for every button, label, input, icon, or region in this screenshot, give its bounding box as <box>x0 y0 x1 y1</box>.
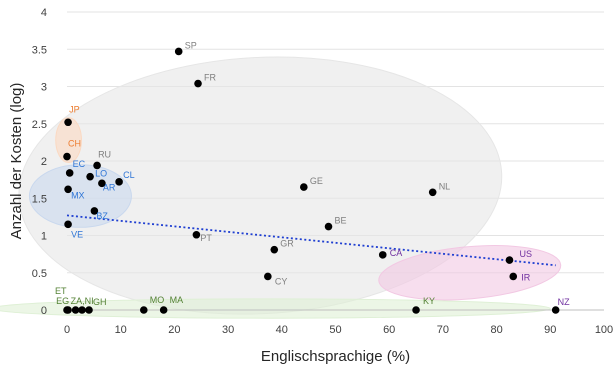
y-axis-title: Anzahl der Kosten (log) <box>8 83 25 240</box>
data-point-NL <box>428 188 437 197</box>
x-tick-label: 70 <box>437 324 449 336</box>
data-point-MO <box>139 306 148 314</box>
y-tick-label: 0.5 <box>32 268 47 280</box>
data-point-GR <box>270 245 279 254</box>
data-point-MX <box>64 185 72 194</box>
x-tick-labels: 0 10 20 30 40 50 60 70 80 90 100 <box>64 324 613 336</box>
y-tick-label: 2.5 <box>32 119 47 131</box>
data-point-LO <box>86 172 94 181</box>
data-point-GH <box>85 306 93 314</box>
data-point-unlabeled <box>78 306 86 314</box>
y-tick-label: 1.5 <box>32 193 47 205</box>
point-label-be: BE <box>335 216 347 226</box>
data-point-US <box>505 256 514 264</box>
data-point-EC <box>65 169 74 177</box>
data-point-MA <box>159 306 168 314</box>
y-tick-label: 3 <box>41 82 47 94</box>
cluster-green <box>0 298 551 319</box>
y-tick-label: 4 <box>41 7 47 19</box>
y-tick-label: 2 <box>41 156 47 168</box>
point-label-ec: EC <box>73 159 86 169</box>
y-tick-label: 3.5 <box>32 44 47 56</box>
point-label-eg: EG <box>56 296 69 306</box>
point-label-nz: NZ <box>558 297 570 307</box>
data-point-RU <box>93 161 101 170</box>
data-point-VE <box>64 220 72 229</box>
point-label-nl: NL <box>439 181 451 191</box>
data-point-IR <box>509 272 518 281</box>
point-label-ve: VE <box>71 229 83 239</box>
trendline <box>66 214 556 267</box>
cluster-ellipses <box>0 56 562 319</box>
point-label-ar: AR <box>103 182 116 192</box>
point-label-ca: CA <box>390 248 403 258</box>
data-point-FR <box>194 79 202 88</box>
point-label-za-ni: ZA,NI <box>71 296 94 306</box>
point-label-cy: CY <box>275 276 288 286</box>
data-points <box>63 47 560 314</box>
x-tick-label: 80 <box>490 324 502 336</box>
x-tick-label: 90 <box>544 324 556 336</box>
point-label-mo: MO <box>150 295 165 305</box>
point-labels: SP FR JP CH RU EC LO CL AR MX GE NL BZ VE BE PT GR CA US CY… <box>55 40 570 307</box>
data-point-PT <box>192 230 201 239</box>
point-label-pt: PT <box>200 233 212 243</box>
data-point-SP <box>174 47 183 56</box>
data-point-ZA,NI <box>71 306 80 314</box>
x-tick-label: 10 <box>115 324 127 336</box>
x-tick-label: 50 <box>329 324 341 336</box>
x-tick-label: 60 <box>383 324 395 336</box>
point-label-us: US <box>519 249 532 259</box>
x-tick-label: 100 <box>595 324 613 336</box>
y-tick-labels: 0 0.5 1 1.5 2 2.5 3 3.5 4 <box>32 7 47 317</box>
point-label-ir: IR <box>521 272 531 282</box>
point-label-et: ET <box>55 286 67 296</box>
x-tick-label: 40 <box>276 324 288 336</box>
data-point-AR <box>98 179 106 188</box>
data-point-BE <box>324 222 333 231</box>
y-tick-label: 0 <box>41 305 47 317</box>
point-label-gh: GH <box>93 297 107 307</box>
point-label-lo: LO <box>95 169 107 179</box>
data-point-CA <box>378 251 387 259</box>
cluster-purple <box>378 245 562 301</box>
point-label-ge: GE <box>310 176 323 186</box>
point-label-cl: CL <box>123 170 135 180</box>
cluster-blue <box>28 164 132 228</box>
x-tick-label: 30 <box>222 324 234 336</box>
data-point-CL <box>115 178 123 186</box>
point-label-ky: KY <box>423 296 435 306</box>
x-tick-label: 0 <box>64 324 70 336</box>
point-label-mx: MX <box>71 190 85 200</box>
y-tick-label: 1 <box>41 231 47 243</box>
x-tick-label: 20 <box>168 324 180 336</box>
data-point-GE <box>300 183 308 191</box>
x-axis-title: Englischsprachige (%) <box>261 348 410 365</box>
point-label-ru: RU <box>98 149 111 159</box>
point-label-ch: CH <box>68 139 81 149</box>
point-label-sp: SP <box>185 40 197 50</box>
point-label-ma: MA <box>170 295 184 305</box>
data-point-KY <box>412 306 420 314</box>
data-point-BZ <box>90 207 99 215</box>
point-label-fr: FR <box>204 73 216 83</box>
data-point-NZ <box>551 306 560 314</box>
point-label-bz: BZ <box>96 211 108 221</box>
point-label-jp: JP <box>69 104 80 114</box>
data-point-JP <box>64 118 72 127</box>
data-point-CH <box>63 152 71 161</box>
data-point-CY <box>264 272 272 281</box>
data-point-EG <box>64 306 72 314</box>
cluster-orange <box>55 117 82 163</box>
point-label-gr: GR <box>280 239 294 249</box>
